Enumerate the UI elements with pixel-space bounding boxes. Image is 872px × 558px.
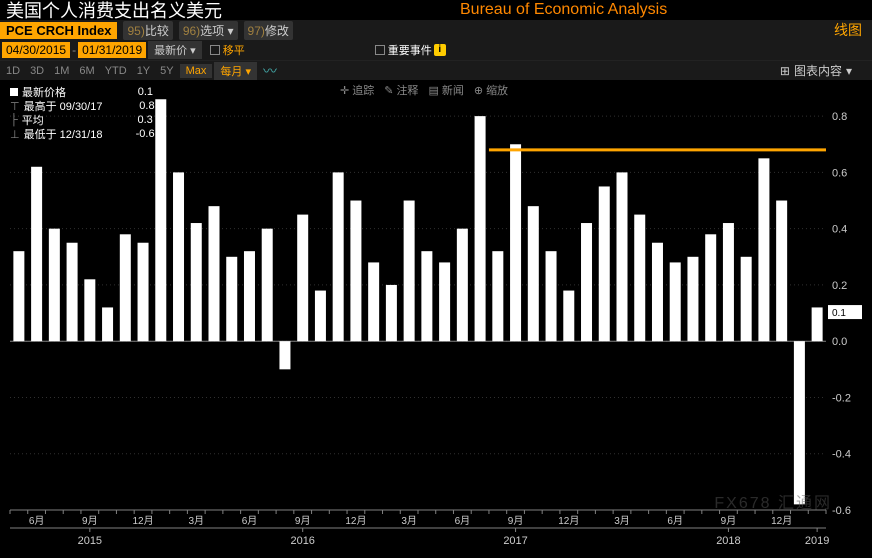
svg-text:0.8: 0.8: [832, 111, 847, 123]
compare-button[interactable]: 95)比较: [123, 21, 172, 40]
svg-text:2015: 2015: [78, 535, 102, 547]
svg-text:0.0: 0.0: [832, 336, 847, 348]
range-ytd[interactable]: YTD: [101, 64, 131, 78]
range-6m[interactable]: 6M: [75, 64, 98, 78]
svg-text:3月: 3月: [188, 515, 204, 527]
svg-text:2016: 2016: [290, 535, 314, 547]
svg-text:-0.4: -0.4: [832, 449, 851, 461]
svg-text:9月: 9月: [721, 515, 737, 527]
modify-button[interactable]: 97)修改: [244, 21, 293, 40]
options-button[interactable]: 96)选项 ▾: [179, 21, 238, 40]
chart-style-icon[interactable]: 〰: [263, 61, 277, 81]
range-1d[interactable]: 1D: [2, 64, 24, 78]
range-5y[interactable]: 5Y: [156, 64, 177, 78]
svg-text:9月: 9月: [82, 515, 98, 527]
svg-text:9月: 9月: [295, 515, 311, 527]
price-select[interactable]: 最新价 ▾: [148, 41, 202, 59]
svg-text:9月: 9月: [508, 515, 524, 527]
range-max[interactable]: Max: [180, 64, 213, 78]
range-3d[interactable]: 3D: [26, 64, 48, 78]
svg-text:12月: 12月: [345, 515, 366, 527]
svg-text:3月: 3月: [401, 515, 417, 527]
svg-text:6月: 6月: [242, 515, 258, 527]
ticker-symbol[interactable]: PCE CRCH Index: [0, 22, 117, 39]
stats-panel: 最新价格0.1 ⊤最高于 09/30/170.8 ├平均0.3 ⊥最低于 12/…: [10, 85, 155, 141]
period-select[interactable]: 每月 ▾: [214, 62, 257, 80]
range-1m[interactable]: 1M: [50, 64, 73, 78]
svg-text:2019: 2019: [805, 535, 829, 547]
svg-text:3月: 3月: [614, 515, 630, 527]
svg-text:6月: 6月: [29, 515, 45, 527]
svg-text:6月: 6月: [455, 515, 471, 527]
watermark: FX678 汇通网: [714, 489, 832, 513]
svg-text:12月: 12月: [771, 515, 792, 527]
chart-content-button[interactable]: ⊞图表内容▾: [780, 62, 852, 79]
svg-text:0.1: 0.1: [832, 308, 846, 319]
range-1y[interactable]: 1Y: [133, 64, 154, 78]
svg-text:-0.6: -0.6: [832, 505, 851, 517]
svg-text:2018: 2018: [716, 535, 740, 547]
svg-text:0.6: 0.6: [832, 167, 847, 179]
svg-text:12月: 12月: [558, 515, 579, 527]
svg-text:6月: 6月: [667, 515, 683, 527]
svg-text:12月: 12月: [132, 515, 153, 527]
svg-text:-0.2: -0.2: [832, 392, 851, 404]
page-title: 美国个人消费支出名义美元: [0, 0, 222, 23]
chart-type-label[interactable]: 线图: [834, 20, 862, 40]
info-icon: i: [434, 44, 446, 56]
svg-text:2017: 2017: [503, 535, 527, 547]
date-to-input[interactable]: 01/31/2019: [78, 42, 146, 58]
date-from-input[interactable]: 04/30/2015: [2, 42, 70, 58]
bar-chart: -0.6 -0.4 -0.2 0.0 0.2 0.4 0.6 0.8 0.1 6月 9月 12月 3月 6…: [0, 80, 872, 558]
shift-checkbox[interactable]: 移平: [210, 42, 245, 58]
svg-text:0.4: 0.4: [832, 224, 847, 236]
data-source: Bureau of Economic Analysis: [460, 1, 667, 19]
events-checkbox[interactable]: 重要事件i: [375, 42, 446, 58]
svg-text:0.2: 0.2: [832, 280, 847, 292]
